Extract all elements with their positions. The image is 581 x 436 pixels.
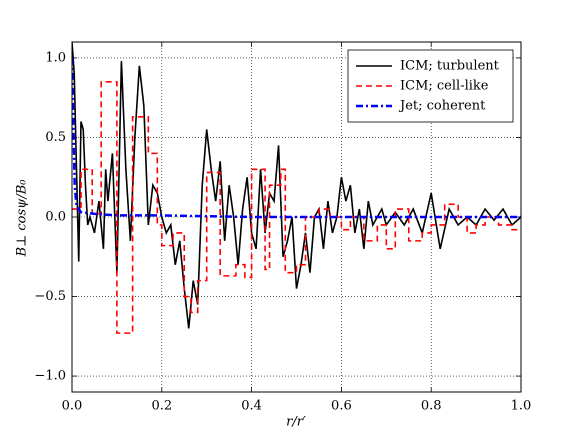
legend-label: ICM; cell-like	[400, 79, 489, 94]
y-axis-label: B⊥ cosψ/B₀	[15, 179, 30, 258]
x-tick-label: 0.4	[241, 399, 262, 414]
x-tick-label: 0.0	[62, 399, 83, 414]
x-tick-label: 0.8	[421, 399, 442, 414]
legend-label: ICM; turbulent	[400, 59, 500, 74]
x-tick-label: 1.0	[511, 399, 532, 414]
x-axis-label: r/r′	[286, 415, 306, 430]
legend-box	[347, 49, 514, 123]
legend-label: Jet; coherent	[398, 99, 486, 114]
x-tick-label: 0.2	[151, 399, 172, 414]
y-tick-label: 0.0	[45, 210, 66, 225]
y-tick-label: −0.5	[34, 289, 66, 304]
y-tick-label: −1.0	[34, 369, 66, 384]
series-line	[72, 80, 521, 334]
y-tick-label: 1.0	[45, 50, 66, 65]
plot-frame	[71, 41, 522, 393]
x-tick-label: 0.6	[331, 399, 352, 414]
series-line	[72, 57, 521, 219]
y-tick-label: 0.5	[45, 130, 66, 145]
